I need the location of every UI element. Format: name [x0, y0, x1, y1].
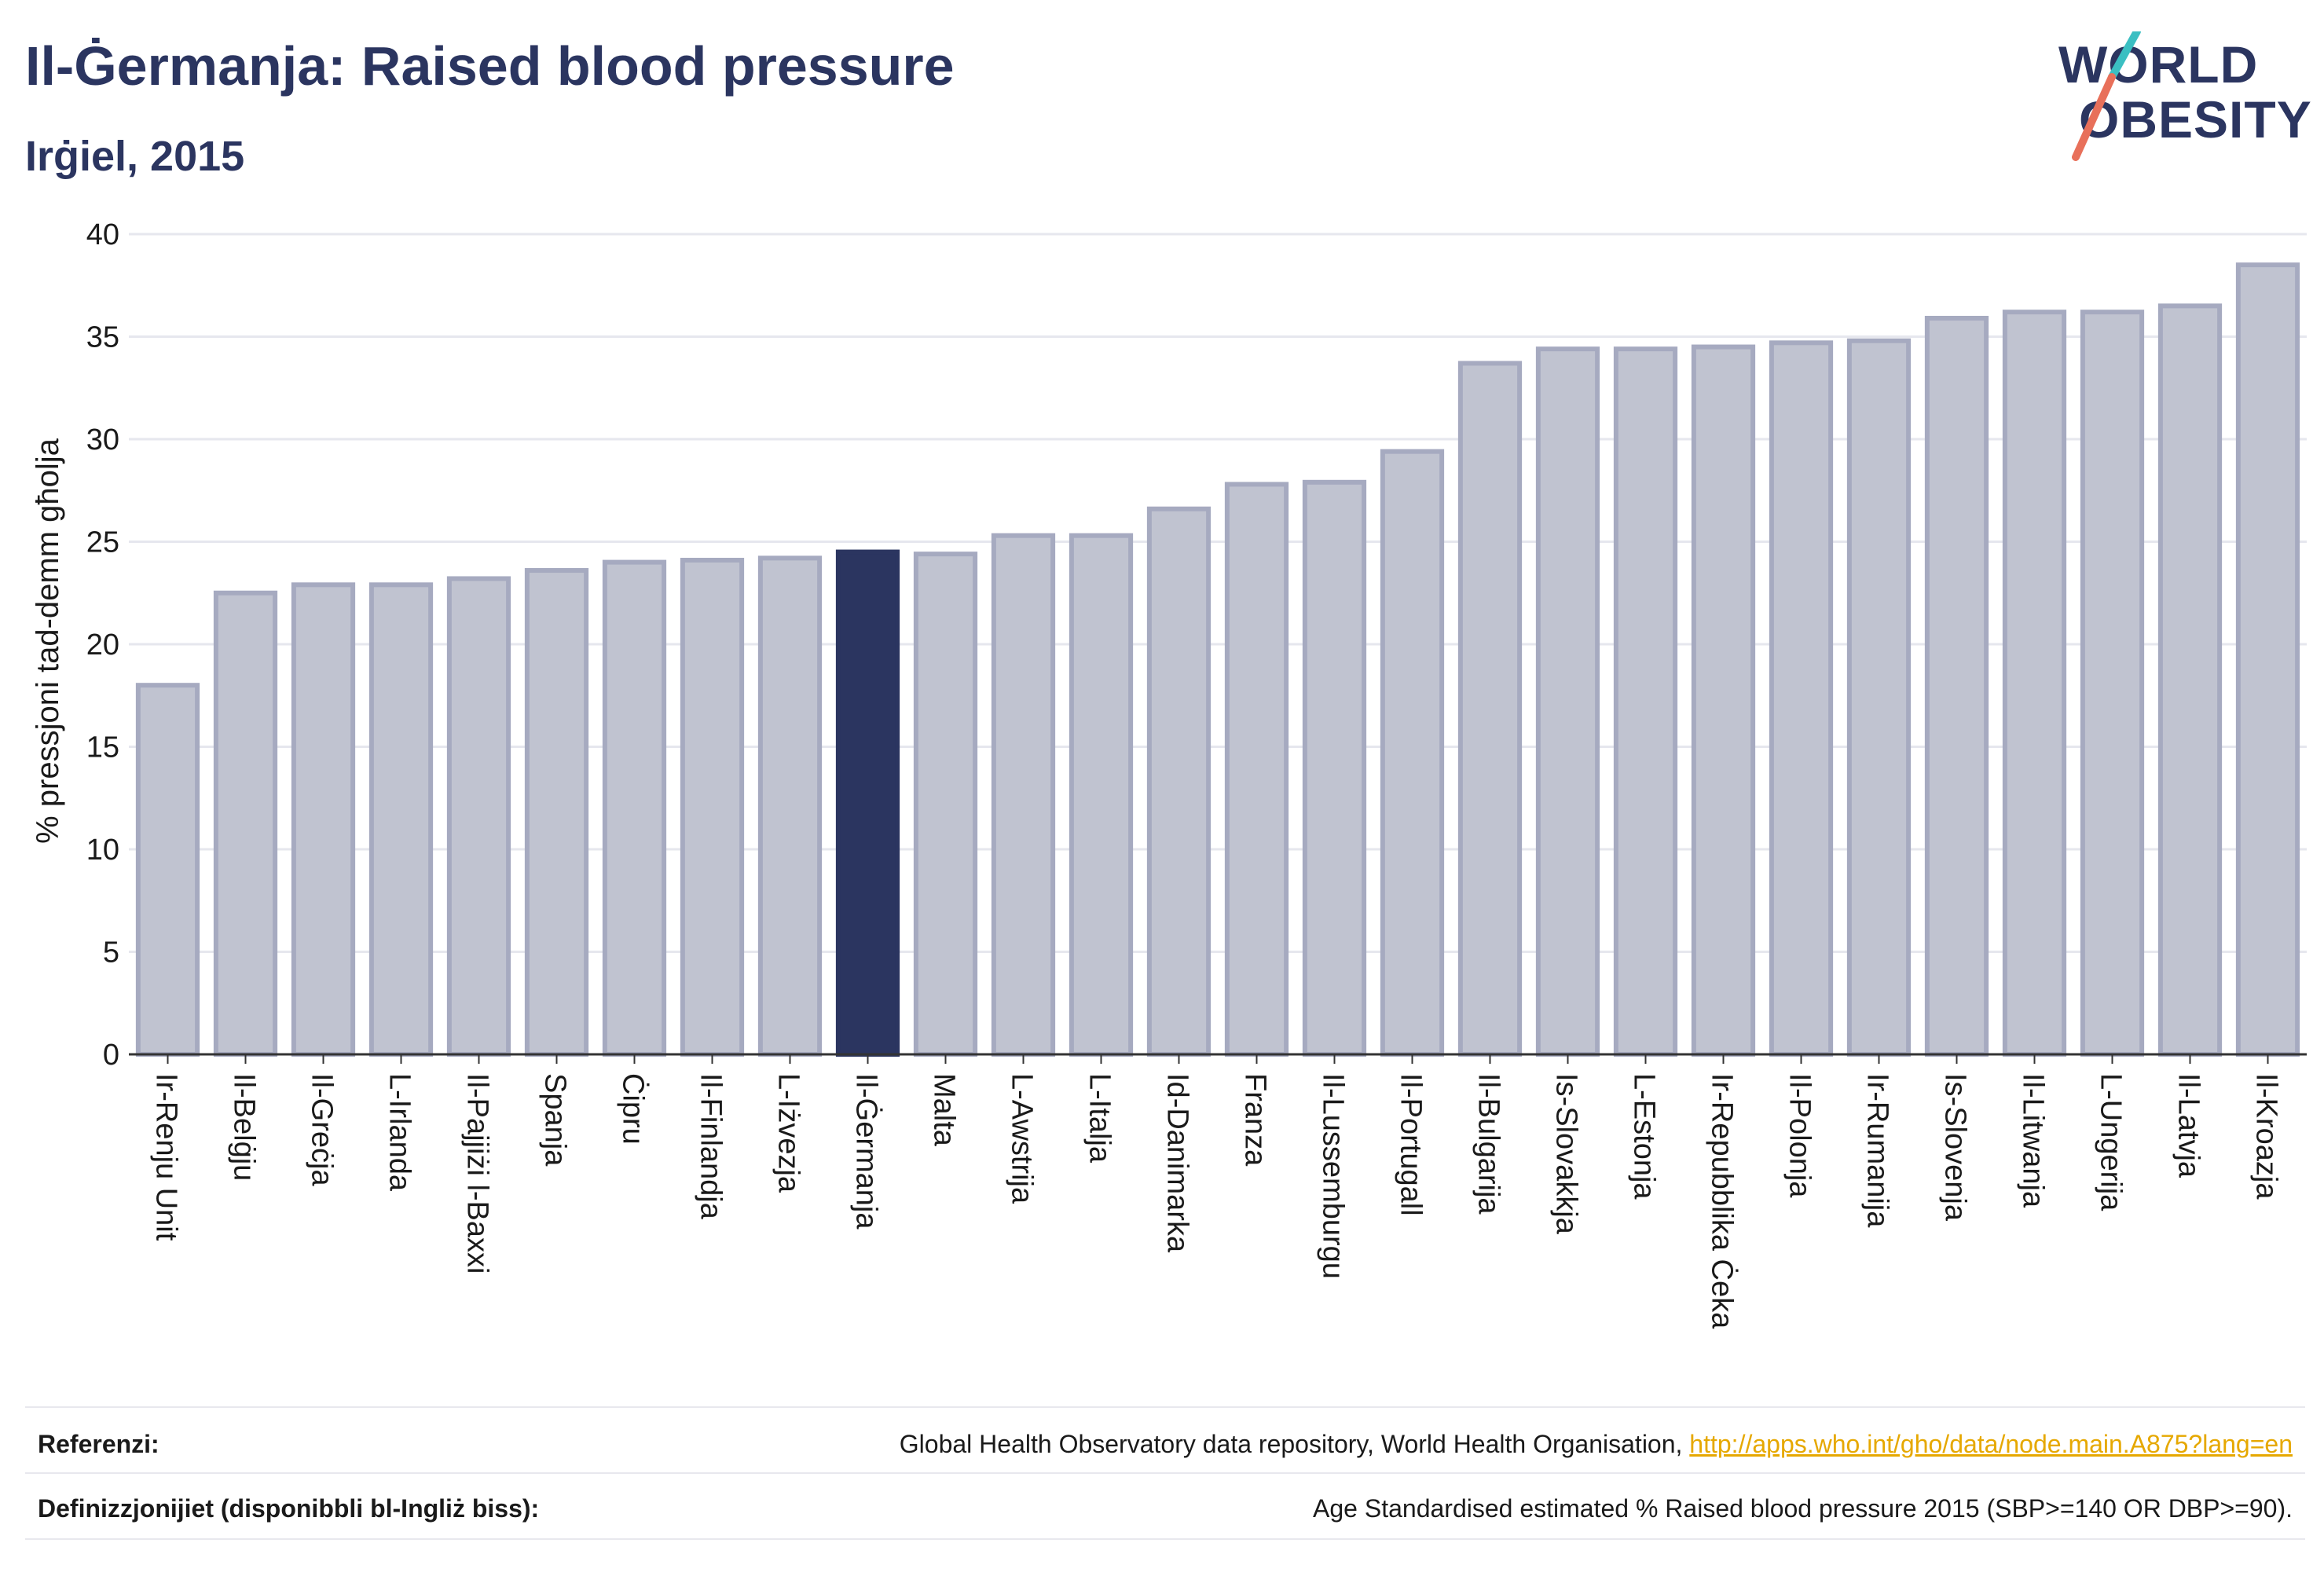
bar: [2157, 303, 2223, 1057]
bar: [2080, 310, 2145, 1057]
y-tick-label: 35: [86, 321, 119, 354]
y-tick-label: 30: [86, 423, 119, 456]
footer-references: Referenzi: Global Health Observatory dat…: [25, 1413, 2305, 1477]
bar: [524, 568, 589, 1057]
x-tick-label: Is-Slovenja: [1939, 1073, 1972, 1222]
y-tick-label: 25: [86, 526, 119, 559]
bar: [1146, 506, 1211, 1057]
bar: [291, 582, 356, 1057]
x-tick-label: L-Irlanda: [383, 1073, 416, 1192]
bar: [991, 533, 1056, 1057]
bar: [1302, 479, 1367, 1057]
bar: [135, 683, 200, 1057]
footer-definitions: Definizzjonijiet (disponibbli bl-Ingliż …: [25, 1477, 2305, 1541]
x-tick-label: L-Ungerija: [2095, 1073, 2128, 1211]
x-tick-label: Il-Portugall: [1395, 1073, 1428, 1216]
bars-layer: [135, 262, 2300, 1057]
bar: [1691, 344, 1756, 1057]
chart-title: Il-Ġermanja: Raised blood pressure: [25, 35, 955, 97]
y-tick-label: 0: [103, 1039, 119, 1072]
logo-text-obesity: OBESITY: [2079, 90, 2312, 148]
x-tick-label: Il-Kroazja: [2250, 1073, 2283, 1200]
bar: [446, 576, 511, 1057]
x-tick-label: Il-Pajjiżi l-Baxxi: [461, 1073, 494, 1274]
x-tick-label: Il-Ġermanja: [850, 1073, 885, 1230]
x-tick-label: L-Iżvezja: [772, 1073, 805, 1193]
bar: [602, 559, 667, 1057]
x-tick-label: Il-Litwanja: [2017, 1073, 2050, 1208]
x-tick-label: Il-Greċja: [306, 1073, 339, 1186]
x-tick-label: Is-Slovakkja: [1550, 1073, 1583, 1235]
x-tick-label: Franza: [1239, 1073, 1272, 1167]
bar: [1457, 361, 1523, 1057]
definitions-value: Age Standardised estimated % Raised bloo…: [1313, 1494, 2293, 1523]
x-tick-label: Id-Danimarka: [1161, 1073, 1194, 1253]
y-tick-label: 40: [86, 218, 119, 251]
y-tick-label: 15: [86, 731, 119, 764]
footer-divider: [25, 1406, 2305, 1408]
x-tick-label: Il-Lussemburgu: [1317, 1073, 1350, 1279]
bar: [2235, 262, 2300, 1057]
bar: [757, 555, 823, 1057]
bar: [1380, 449, 1445, 1057]
logo-text-world: WORLD: [2058, 35, 2259, 93]
x-tick-label: Ċipru: [617, 1073, 651, 1145]
x-tick-labels: Ir-Renju Unit Il-Belġju Il-Greċja L-Irlanda…: [150, 1054, 2283, 1329]
x-tick-label: L-Awstrija: [1006, 1073, 1039, 1204]
x-tick-label: Ir-Rumanija: [1861, 1073, 1894, 1228]
bar: [1846, 338, 1912, 1057]
x-tick-label: L-Estonja: [1628, 1073, 1661, 1200]
bar: [368, 582, 434, 1057]
references-link[interactable]: http://apps.who.int/gho/data/node.main.A…: [1689, 1430, 2293, 1458]
y-tick-label: 5: [103, 936, 119, 969]
bar: [1769, 340, 1834, 1057]
references-text: Global Health Observatory data repositor…: [899, 1430, 1690, 1458]
x-tick-label: L-Italja: [1083, 1073, 1116, 1164]
world-obesity-logo: WORLD OBESITY: [2058, 31, 2312, 165]
y-axis-label: % pressjoni tad-demm għolja: [31, 438, 65, 844]
bar: [213, 590, 278, 1057]
x-tick-label: Il-Bulgarija: [1472, 1073, 1505, 1215]
chart-subtitle: Irġiel, 2015: [25, 133, 245, 180]
references-value: Global Health Observatory data repositor…: [900, 1430, 2293, 1459]
bar-highlight: [835, 549, 900, 1057]
y-tick-labels: 0 5 10 15 20 25 30 35 40: [86, 218, 119, 1072]
x-tick-label: Ir-Renju Unit: [150, 1073, 183, 1241]
logo-slash-icon: [2072, 31, 2141, 161]
footer-divider: [25, 1472, 2305, 1474]
bar: [1224, 482, 1289, 1057]
x-tick-label: Il-Belġju: [228, 1073, 261, 1181]
references-label: Referenzi:: [38, 1430, 159, 1458]
bar: [913, 552, 978, 1057]
bar: [680, 557, 745, 1057]
bar: [1924, 316, 1989, 1057]
bar: [1613, 346, 1678, 1057]
x-tick-label: Malta: [928, 1073, 961, 1147]
y-tick-label: 20: [86, 629, 119, 662]
x-tick-label: Il-Finlandja: [695, 1073, 728, 1220]
definitions-label: Definizzjonijiet (disponibbli bl-Ingliż …: [38, 1494, 540, 1523]
bar: [2002, 310, 2067, 1057]
bar: [1069, 533, 1134, 1057]
footer-divider: [25, 1538, 2305, 1540]
x-tick-label: Spanja: [539, 1073, 572, 1167]
x-tick-label: Il-Latvja: [2172, 1073, 2205, 1178]
y-tick-label: 10: [86, 834, 119, 867]
x-tick-label: Il-Polonja: [1783, 1073, 1816, 1198]
x-tick-label: Ir-Repubblika Ċeka: [1706, 1073, 1740, 1329]
bar: [1535, 346, 1600, 1057]
